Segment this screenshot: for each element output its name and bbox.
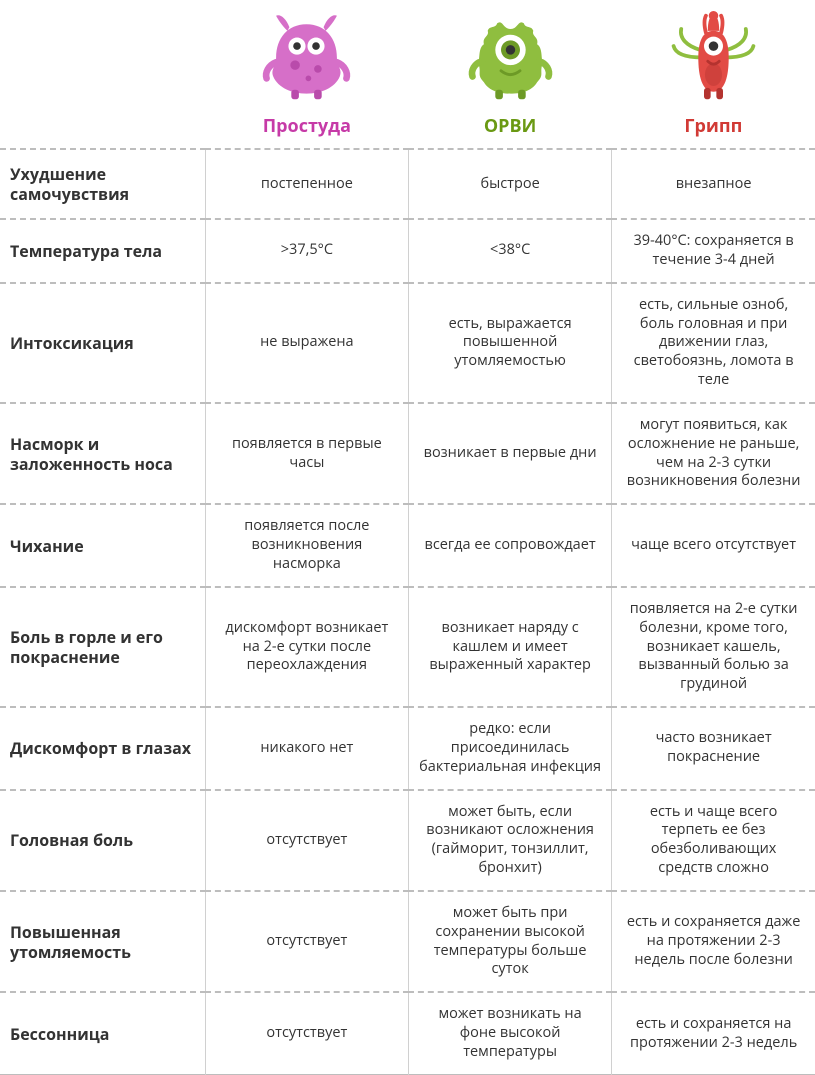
row-label: Насморк и заложенность носа [0, 403, 205, 504]
cell: никакого нет [205, 707, 408, 790]
monster-cold-icon [259, 10, 354, 105]
monster-flu-icon [666, 10, 761, 105]
table-row: Температура тела >37,5°C <38°C 39-40°C: … [0, 219, 815, 283]
table-row: Чихание появляется после возникновения н… [0, 504, 815, 587]
monster-flu [612, 0, 815, 114]
cell: есть и сохраняется на протяжении 2-3 нед… [612, 992, 815, 1074]
cell: есть, выражается повышенной утомляемость… [408, 283, 611, 403]
table-row: Интоксикация не выражена есть, выражаетс… [0, 283, 815, 403]
cell: возникает в первые дни [408, 403, 611, 504]
row-label: Боль в горле и его покраснение [0, 587, 205, 707]
row-label: Бессонница [0, 992, 205, 1074]
table-row: Повышенная утомляемость отсутствует може… [0, 891, 815, 992]
cell: могут появиться, как осложнение не раньш… [612, 403, 815, 504]
monster-orvi-icon [463, 10, 558, 105]
cell: дискомфорт возникает на 2-е сутки после … [205, 587, 408, 707]
cell: появляется в первые часы [205, 403, 408, 504]
table-row: Бессонница отсутствует может возникать н… [0, 992, 815, 1074]
cell: всегда ее сопровождает [408, 504, 611, 587]
cell: появляется после возникновения насморка [205, 504, 408, 587]
row-label: Чихание [0, 504, 205, 587]
cell: возникает наряду с кашлем и имеет выраже… [408, 587, 611, 707]
row-label: Дискомфорт в глазах [0, 707, 205, 790]
cell: может возникать на фоне высокой температ… [408, 992, 611, 1074]
table-row: Головная боль отсутствует может быть, ес… [0, 790, 815, 891]
row-label: Ухудшение самочувствия [0, 149, 205, 219]
row-label: Температура тела [0, 219, 205, 283]
cell: часто возникает покраснение [612, 707, 815, 790]
cell: <38°C [408, 219, 611, 283]
cell: может быть, если возникают осложнения (г… [408, 790, 611, 891]
cell: постепенное [205, 149, 408, 219]
cell: есть, сильные озноб, боль головная и при… [612, 283, 815, 403]
col-title-orvi: ОРВИ [408, 114, 611, 149]
col-title-flu: Грипп [612, 114, 815, 149]
cell: может быть при сохранении высокой темпер… [408, 891, 611, 992]
table-row: Ухудшение самочувствия постепенное быстр… [0, 149, 815, 219]
row-label: Головная боль [0, 790, 205, 891]
cell: отсутствует [205, 891, 408, 992]
monster-cold [205, 0, 408, 114]
cell: чаще всего отсутствует [612, 504, 815, 587]
cell: редко: если присоединилась бактериальная… [408, 707, 611, 790]
cell: 39-40°C: сохраняется в течение 3-4 дней [612, 219, 815, 283]
cell: есть и чаще всего терпеть ее без обезбол… [612, 790, 815, 891]
col-title-cold: Простуда [205, 114, 408, 149]
cell: быстрое [408, 149, 611, 219]
title-row: Простуда ОРВИ Грипп [0, 114, 815, 149]
table-row: Дискомфорт в глазах никакого нет редко: … [0, 707, 815, 790]
table-row: Насморк и заложенность носа появляется в… [0, 403, 815, 504]
cell: отсутствует [205, 992, 408, 1074]
monster-orvi [408, 0, 611, 114]
cell: не выражена [205, 283, 408, 403]
cell: отсутствует [205, 790, 408, 891]
row-label: Интоксикация [0, 283, 205, 403]
table-body: Ухудшение самочувствия постепенное быстр… [0, 149, 815, 1074]
row-label: Повышенная утомляемость [0, 891, 205, 992]
cell: появляется на 2-е сутки болезни, кроме т… [612, 587, 815, 707]
table-row: Боль в горле и его покраснение дискомфор… [0, 587, 815, 707]
cell: >37,5°C [205, 219, 408, 283]
cell: внезапное [612, 149, 815, 219]
cell: есть и сохраняется даже на протяжении 2-… [612, 891, 815, 992]
comparison-table: Простуда ОРВИ Грипп Ухудшение самочувств… [0, 0, 815, 1075]
monster-row [0, 0, 815, 114]
